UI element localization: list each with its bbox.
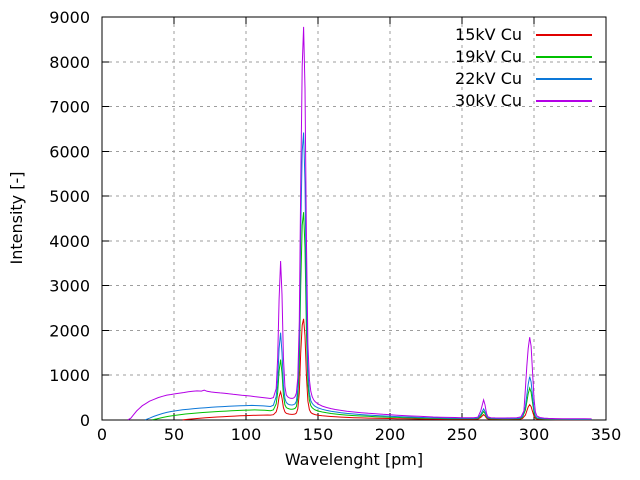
legend-label: 19kV Cu [455,47,522,66]
y-tick-label: 6000 [49,142,90,161]
x-tick-label: 250 [447,425,478,444]
series-layer [127,26,592,421]
y-tick-label: 7000 [49,98,90,117]
legend-label: 15kV Cu [455,25,522,44]
x-axis-title: Wavelenght [pm] [285,450,423,469]
tick-labels-layer: 0 50 100 150 200 250 300 350 0 1000 2000 3000 4000 50… [49,8,621,444]
grid-layer [102,17,606,420]
y-tick-label: 5000 [49,187,90,206]
y-tick-label: 1000 [49,366,90,385]
legend-label: 30kV Cu [455,91,522,110]
series-line-30kv-cu [127,26,592,421]
y-tick-label: 9000 [49,8,90,27]
y-tick-label: 3000 [49,277,90,296]
x-tick-label: 0 [97,425,107,444]
axes-layer [101,16,607,421]
y-tick-label: 2000 [49,321,90,340]
x-tick-label: 50 [164,425,184,444]
x-tick-label: 350 [591,425,622,444]
legend-label: 22kV Cu [455,69,522,88]
plot-border [101,16,607,421]
x-tick-label: 200 [375,425,406,444]
series-line-15kv-cu [182,318,592,421]
legend: 15kV Cu 19kV Cu 22kV Cu 30kV Cu [455,25,592,110]
x-tick-label: 150 [303,425,334,444]
y-tick-label: 8000 [49,53,90,72]
y-tick-label: 0 [80,411,90,430]
y-tick-label: 4000 [49,232,90,251]
x-tick-label: 100 [231,425,262,444]
y-axis-title: Intensity [-] [7,172,26,265]
series-line-22kv-cu [145,132,592,421]
x-tick-label: 300 [519,425,550,444]
